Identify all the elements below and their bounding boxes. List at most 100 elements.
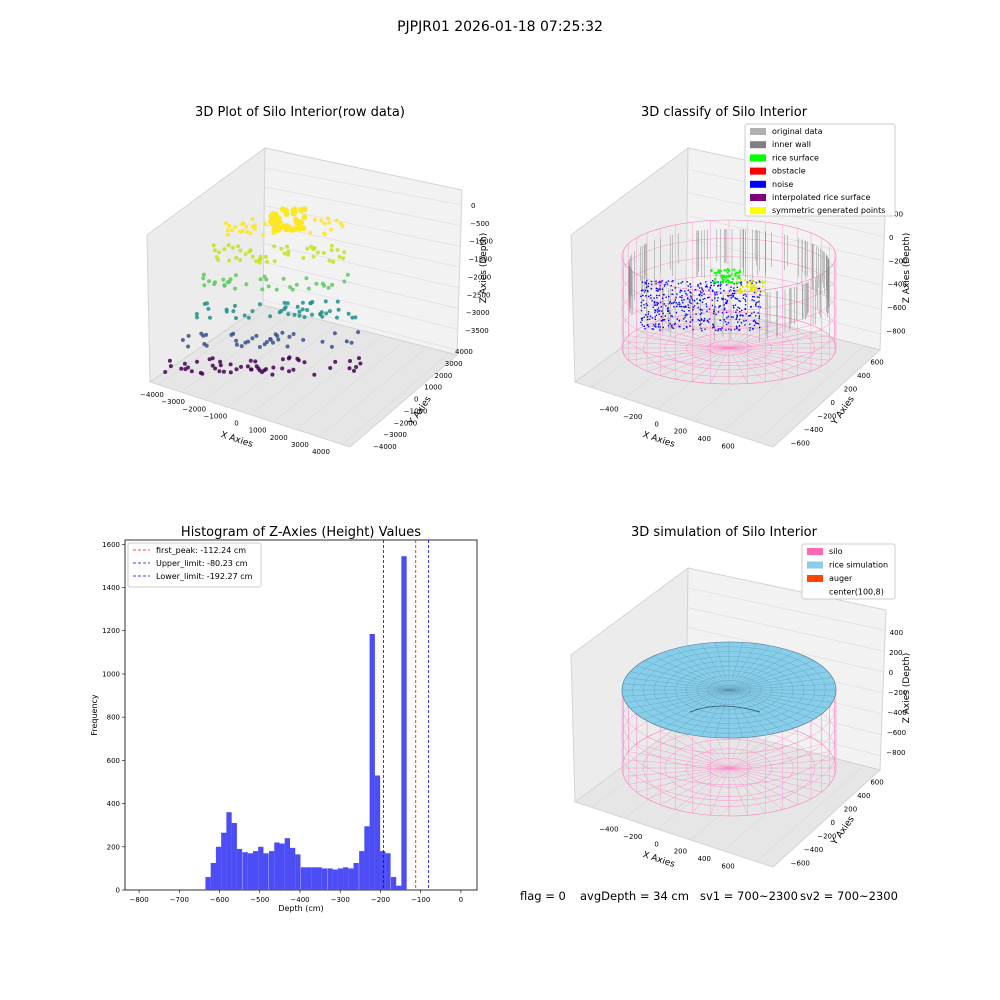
noise-point xyxy=(709,286,711,288)
data-point xyxy=(226,243,231,248)
noise-point xyxy=(751,312,753,315)
noise-point xyxy=(738,299,740,302)
noise-point xyxy=(673,301,675,303)
noise-point xyxy=(742,297,744,299)
legend-label: original data xyxy=(772,127,823,136)
noise-point xyxy=(699,293,701,295)
noise-point xyxy=(699,299,702,302)
noise-point xyxy=(643,304,645,306)
noise-point xyxy=(655,287,657,289)
noise-point xyxy=(667,309,669,312)
data-point xyxy=(180,338,185,342)
data-point xyxy=(225,232,230,237)
rice-surface-point xyxy=(715,281,718,284)
noise-point xyxy=(697,284,699,286)
noise-point xyxy=(693,299,696,302)
noise-point xyxy=(682,318,685,320)
data-point xyxy=(194,312,199,316)
noise-point xyxy=(714,306,716,308)
silo-floor-spoke xyxy=(636,347,730,367)
noise-point xyxy=(740,322,743,324)
y-tick-label: −200 xyxy=(817,412,836,420)
data-point xyxy=(335,248,340,252)
rice-surface-point xyxy=(732,278,734,280)
symmetric-point xyxy=(750,285,753,288)
panel-simulation-3d: 3D simulation of Silo Interior −400 −200 0… xyxy=(570,525,912,870)
surface-mesh-spoke xyxy=(728,689,822,715)
symmetric-point xyxy=(737,290,740,292)
noise-point xyxy=(679,289,682,291)
rice-surface-point xyxy=(735,271,738,274)
data-point xyxy=(327,220,332,225)
data-point xyxy=(225,228,230,233)
data-point xyxy=(257,260,262,265)
legend-swatch xyxy=(807,561,823,569)
noise-point xyxy=(705,284,708,286)
x-tick-label: 600 xyxy=(721,442,734,450)
z-tick-label: −3500 xyxy=(465,327,489,335)
rice-surface-point xyxy=(726,268,729,270)
gridline xyxy=(756,345,865,442)
noise-point xyxy=(757,312,759,314)
data-point xyxy=(254,259,259,264)
noise-point xyxy=(682,301,684,304)
surface-mesh-spoke xyxy=(675,689,730,732)
legend-swatch xyxy=(750,154,766,162)
noise-point xyxy=(738,325,741,327)
x-tick-label: −300 xyxy=(331,896,350,904)
noise-point xyxy=(710,284,712,287)
histogram-bar xyxy=(359,851,365,890)
noise-point xyxy=(743,320,745,322)
rice-surface-point xyxy=(723,276,726,279)
data-point xyxy=(186,365,190,370)
data-point xyxy=(311,254,316,259)
silo-floor-spoke xyxy=(728,347,822,367)
noise-point xyxy=(734,290,736,292)
z-tick-label: −800 xyxy=(886,749,905,757)
data-point xyxy=(211,243,216,248)
noise-point xyxy=(714,294,716,296)
noise-point xyxy=(654,309,656,311)
noise-point xyxy=(739,311,741,313)
status-footer: flag = 0 avgDepth = 34 cm sv1 = 700~2300… xyxy=(520,889,898,903)
y-tick-label: 0 xyxy=(831,819,835,827)
noise-point xyxy=(657,288,660,291)
noise-point xyxy=(698,294,700,296)
data-point xyxy=(216,250,221,255)
rice-surface-point xyxy=(720,274,723,277)
gridline xyxy=(341,352,450,445)
noise-point xyxy=(749,314,752,317)
data-point xyxy=(233,225,238,230)
silo-floor-spoke xyxy=(623,341,730,349)
noise-point xyxy=(720,329,722,331)
noise-point xyxy=(719,305,721,307)
histogram-bar xyxy=(210,862,216,890)
data-point xyxy=(242,313,247,318)
x-tick-label: −700 xyxy=(170,896,189,904)
noise-point xyxy=(646,290,649,292)
data-point xyxy=(204,343,209,348)
data-point xyxy=(254,333,259,338)
noise-point xyxy=(676,293,678,295)
rice-surface-point xyxy=(730,281,732,283)
noise-point xyxy=(718,305,721,307)
histogram-x-ticks: −800 −700 −600 −500 −400 −300 −200 −100 0 xyxy=(129,890,463,904)
noise-point xyxy=(695,313,697,315)
z-tick-label: −2000 xyxy=(468,273,492,281)
histogram-bar xyxy=(380,851,386,890)
data-point xyxy=(287,334,292,339)
z-tick-label: −600 xyxy=(887,729,906,737)
panel4-rice-surface xyxy=(621,641,837,739)
noise-point xyxy=(749,329,751,331)
panel2-z-label: Z Axies (Depth) xyxy=(902,233,912,304)
noise-point xyxy=(734,328,736,331)
data-point xyxy=(268,314,273,319)
data-point xyxy=(272,259,277,264)
symmetric-point xyxy=(753,284,756,287)
noise-point xyxy=(703,320,705,322)
data-point xyxy=(279,206,286,213)
silo-floor-spoke xyxy=(728,347,748,384)
surface-mesh-spoke xyxy=(701,643,730,691)
noise-point xyxy=(662,312,664,315)
noise-point xyxy=(735,311,737,313)
